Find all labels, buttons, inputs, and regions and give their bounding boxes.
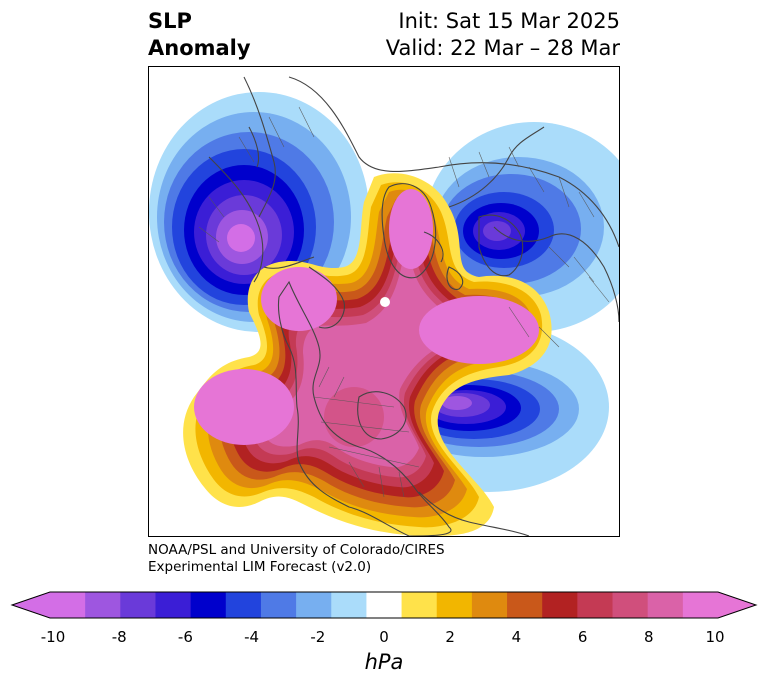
map-title: SLP Anomaly	[148, 8, 251, 62]
colorbar-outline	[10, 591, 758, 619]
colorbar-segment	[682, 592, 719, 618]
colorbar-tick-label: -10	[40, 628, 66, 646]
colorbar-tick-label: -2	[310, 628, 326, 646]
colorbar-segment	[331, 592, 367, 618]
colorbar-tick-label: -6	[177, 628, 193, 646]
colorbar-segment	[225, 592, 262, 618]
colorbar-segment	[366, 592, 403, 618]
colorbar-segment	[577, 592, 614, 618]
colorbar-segment	[190, 592, 227, 618]
valid-range: Valid: 22 Mar – 28 Mar	[385, 36, 620, 60]
colorbar-tick-label: 6	[577, 628, 588, 646]
colorbar-extend-high	[718, 592, 756, 618]
colorbar-segment	[542, 592, 578, 618]
political-borders	[198, 106, 610, 498]
init-date: Init: Sat 15 Mar 2025	[398, 9, 620, 33]
colorbar-tick-label: 10	[705, 628, 725, 646]
colorbar-tick-label: -8	[111, 628, 127, 646]
positive-anomaly-composite	[183, 173, 552, 536]
negative-anomaly-siberia	[424, 122, 619, 332]
credit-text: NOAA/PSL and University of Colorado/CIRE…	[148, 542, 445, 576]
anomaly-map	[148, 66, 620, 537]
positive-anomaly-cores	[194, 189, 539, 447]
anomaly-map-svg	[149, 67, 619, 536]
colorbar-extend-low	[12, 592, 50, 618]
colorbar-tick-label: -4	[244, 628, 260, 646]
colorbar-segment	[85, 592, 121, 618]
anomaly-contours	[149, 92, 619, 536]
colorbar-segment	[647, 592, 684, 618]
colorbar-segment	[401, 592, 438, 618]
colorbar-segment	[50, 592, 86, 618]
colorbar-tick-label: 4	[511, 628, 522, 646]
coastlines	[208, 76, 619, 536]
colorbar-tick-label: 2	[445, 628, 455, 646]
pole-marker	[380, 297, 390, 307]
colorbar-segment	[296, 592, 332, 618]
colorbar-segment	[260, 592, 297, 618]
colorbar-tick-label: 0	[379, 628, 389, 646]
colorbar-segment	[471, 592, 508, 618]
title-line-variable: SLP	[148, 9, 192, 33]
credit-line-1: NOAA/PSL and University of Colorado/CIRE…	[148, 542, 445, 558]
colorbar	[10, 591, 758, 619]
colorbar-segment	[507, 592, 543, 618]
colorbar-tick-label: 8	[644, 628, 654, 646]
title-line-type: Anomaly	[148, 36, 251, 60]
colorbar-unit-label: hPa	[364, 650, 404, 674]
colorbar-segment	[120, 592, 156, 618]
colorbar-segment	[155, 592, 192, 618]
colorbar-segment	[612, 592, 649, 618]
credit-line-2: Experimental LIM Forecast (v2.0)	[148, 559, 372, 575]
forecast-dates: Init: Sat 15 Mar 2025 Valid: 22 Mar – 28…	[386, 8, 620, 62]
colorbar-segment	[436, 592, 473, 618]
